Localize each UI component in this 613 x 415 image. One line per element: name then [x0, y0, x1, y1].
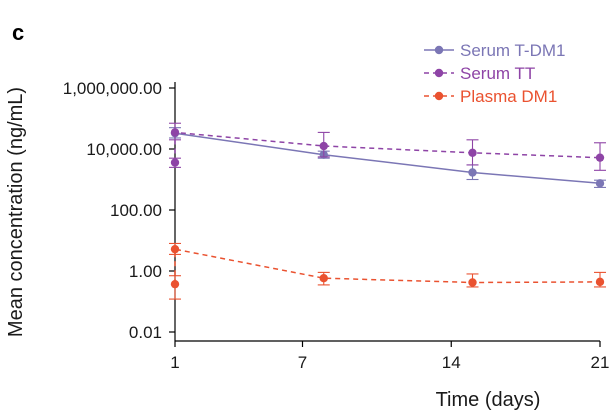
x-tick-label: 21: [591, 353, 610, 372]
series-line: [174, 248, 601, 285]
legend-swatch-marker: [434, 91, 444, 101]
series-group: [169, 242, 606, 300]
y-tick-label: 10,000.00: [86, 140, 162, 159]
data-point: [468, 168, 477, 177]
legend: Serum T-DM1 Serum TT Plasma DM1: [424, 41, 566, 106]
x-tick-label: 7: [298, 353, 307, 372]
series-group: [169, 127, 606, 188]
data-point: [468, 278, 477, 287]
y-tick-label: 1.00: [129, 262, 162, 281]
legend-label: Serum T-DM1: [460, 41, 566, 60]
data-point: [595, 153, 605, 162]
legend-label: Serum TT: [460, 64, 535, 83]
data-point: [468, 148, 477, 158]
y-tick-label: 100.00: [110, 201, 162, 220]
series-group: [169, 122, 606, 171]
legend-swatch-marker: [434, 68, 444, 78]
series-layer: [169, 122, 606, 300]
y-ticks: 0.01 1.00 100.00 10,000.00 1,000,000.00: [63, 79, 175, 342]
x-axis-title: Time (days): [436, 389, 541, 411]
data-point: [319, 141, 328, 151]
x-tick-label: 14: [442, 353, 461, 372]
data-point: [170, 244, 180, 254]
series-line: [174, 132, 601, 185]
data-point: [595, 179, 605, 188]
data-point: [170, 158, 180, 167]
data-point: [595, 277, 605, 287]
legend-label: Plasma DM1: [460, 87, 557, 106]
series-line: [174, 131, 601, 163]
y-tick-label: 1,000,000.00: [63, 79, 162, 98]
data-point: [319, 274, 328, 283]
y-tick-label: 0.01: [129, 323, 162, 342]
panel-label: c: [12, 20, 24, 45]
x-ticks: 1 7 14 21: [170, 341, 609, 372]
data-point: [170, 128, 180, 137]
legend-swatch-marker: [434, 45, 444, 55]
x-tick-label: 1: [170, 353, 179, 372]
y-axis-title: Mean concentration (ng/mL): [5, 87, 27, 337]
data-point: [170, 279, 180, 289]
